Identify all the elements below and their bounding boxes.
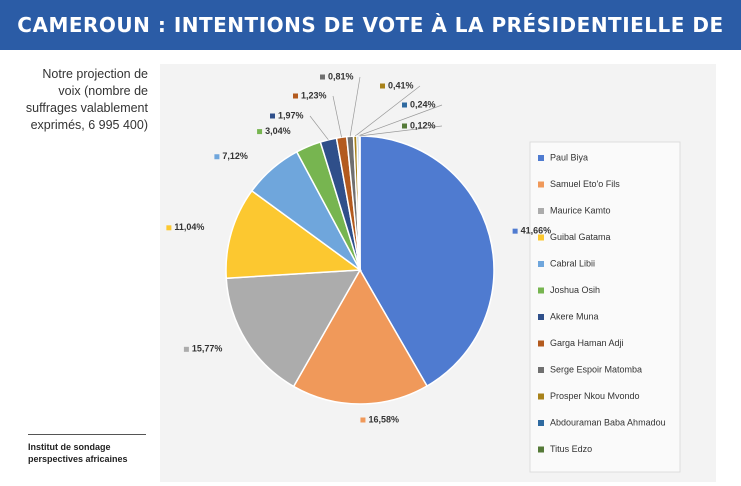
- leader-line: [349, 76, 361, 137]
- legend-label: Garga Haman Adji: [550, 338, 624, 348]
- legend-marker: [538, 287, 544, 294]
- data-label: 15,77%: [192, 344, 223, 354]
- legend-marker: [538, 155, 544, 161]
- pie-slice: [225, 269, 362, 388]
- leader-line: [355, 85, 421, 137]
- legend-box: [529, 141, 681, 473]
- legend-label: Paul Biya: [550, 152, 588, 162]
- label-marker: [380, 83, 385, 89]
- label-marker: [402, 123, 407, 129]
- legend-label: Abdouraman Baba Ahmadou: [550, 417, 666, 427]
- data-label: 3,04%: [265, 126, 291, 136]
- legend-label: Cabral Libii: [550, 258, 595, 268]
- legend-marker: [538, 261, 544, 267]
- legend-marker: [538, 420, 544, 426]
- label-marker: [512, 228, 518, 234]
- legend-marker: [538, 367, 544, 373]
- data-label: 41,66%: [521, 226, 552, 236]
- data-label: 16,58%: [368, 414, 399, 424]
- label-marker: [257, 129, 263, 135]
- data-label: 1,23%: [301, 90, 327, 100]
- legend-label: Guibal Gatama: [550, 232, 611, 242]
- label-marker: [166, 225, 172, 231]
- legend-label: Maurice Kamto: [550, 205, 611, 215]
- leader-line: [332, 95, 342, 138]
- legend-marker: [538, 181, 544, 188]
- legend-label: Akere Muna: [550, 311, 599, 321]
- pie-slice: [292, 268, 429, 405]
- data-label: 0,24%: [410, 99, 436, 109]
- data-label: 11,04%: [174, 222, 204, 232]
- label-marker: [293, 93, 298, 99]
- label-marker: [320, 74, 325, 80]
- chart-title: CAMEROUN : INTENTIONS DE VOTE À LA PRÉSI…: [0, 0, 741, 87]
- label-marker: [360, 417, 366, 423]
- chart-note: Notre projection de voix (nombre de suff…: [25, 67, 148, 132]
- legend-marker: [538, 208, 544, 214]
- label-marker: [270, 113, 275, 119]
- legend-marker: [538, 393, 544, 400]
- pie-slice: [225, 189, 363, 280]
- legend-label: Titus Edzo: [550, 444, 592, 454]
- legend-marker: [538, 314, 544, 320]
- legend-marker: [538, 234, 544, 241]
- label-marker: [214, 154, 220, 160]
- legend-label: Joshua Osih: [550, 285, 600, 295]
- data-label: 0,81%: [328, 71, 354, 81]
- label-marker: [183, 346, 189, 352]
- leader-line: [309, 115, 329, 141]
- leader-line: [357, 104, 443, 137]
- legend-label: Prosper Nkou Mvondo: [550, 391, 640, 401]
- data-label: 7,12%: [222, 151, 248, 161]
- legend-label: Samuel Eto'o Fils: [550, 179, 620, 189]
- data-label: 0,41%: [388, 80, 414, 90]
- label-marker: [402, 102, 407, 108]
- legend-marker: [538, 340, 544, 347]
- source: Institut de sondage perspectives africai…: [28, 434, 146, 465]
- pie-slice: [358, 135, 361, 271]
- data-label: 1,97%: [278, 110, 304, 120]
- pie-slice: [359, 135, 495, 388]
- legend-marker: [538, 446, 544, 453]
- legend-label: Serge Espoir Matomba: [550, 364, 642, 374]
- leader-line: [359, 125, 443, 137]
- data-label: 0,12%: [410, 120, 436, 130]
